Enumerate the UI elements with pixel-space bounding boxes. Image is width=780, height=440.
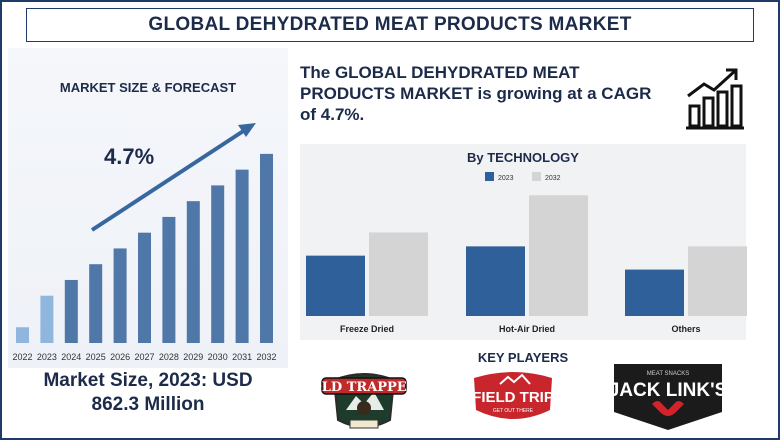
market-size-line-1: Market Size, 2023: USD [43, 370, 253, 391]
forecast-title: MARKET SIZE & FORECAST [59, 80, 237, 95]
jack-links-logo: MEAT SNACKS JACK LINK'S [609, 364, 728, 430]
technology-title: By TECHNOLOGY [467, 150, 579, 165]
field-trip-tagline: GET OUT THERE [493, 408, 534, 414]
market-size-line-2: 862.3 Million [91, 394, 205, 415]
key-players-title: KEY PLAYERS [477, 350, 569, 365]
field-trip-logo: FIELD TRIP GET OUT THERE [472, 372, 554, 419]
growth-statement: The GLOBAL DEHYDRATED MEAT PRODUCTS MARK… [300, 63, 652, 124]
old-trapper-wordmark: OLD TRAPPER [310, 380, 417, 395]
old-trapper-logo: OLD TRAPPER [310, 373, 418, 429]
title-banner: GLOBAL DEHYDRATED MEAT PRODUCTS MARKET [26, 8, 754, 42]
field-trip-wordmark: FIELD TRIP [472, 389, 554, 406]
jack-links-wordmark: JACK LINK'S [609, 380, 728, 401]
growth-chart-icon [686, 68, 744, 130]
technology-panel [300, 144, 746, 340]
market-size-statement: Market Size, 2023: USD 862.3 Million [8, 369, 288, 417]
page-title: GLOBAL DEHYDRATED MEAT PRODUCTS MARKET [148, 14, 632, 35]
forecast-panel [8, 48, 288, 368]
jack-links-tagline: MEAT SNACKS [647, 371, 689, 377]
